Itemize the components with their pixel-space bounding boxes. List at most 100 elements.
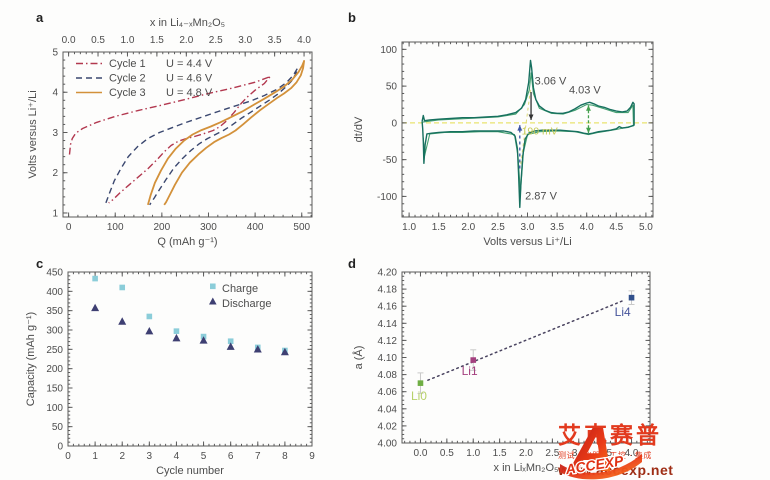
chart-b: 1.0 1.5 2.0 2.5 3.0 3.5 4.0 4.5 5.0 -100 -50 0 50 100… xyxy=(353,41,654,248)
dtdv-trace-light xyxy=(422,72,635,194)
arrow-head xyxy=(586,105,591,111)
arrow-head xyxy=(528,114,534,120)
svg-text:1.0: 1.0 xyxy=(121,35,135,46)
legend-label: Discharge xyxy=(222,298,272,310)
svg-text:2.0: 2.0 xyxy=(519,448,533,459)
svg-text:4.0: 4.0 xyxy=(297,35,311,46)
watermark-company-name: 艾克赛普 xyxy=(558,422,662,448)
svg-text:150: 150 xyxy=(46,384,63,395)
tick-labels: 0.0 0.5 1.0 1.5 2.0 2.5 3.0 3.5 4.0 4.00 4.02 4.04 4… xyxy=(378,268,639,460)
svg-text:0: 0 xyxy=(65,451,71,462)
x-axis-label: Volts versus Li⁺/Li xyxy=(483,236,571,248)
svg-text:2: 2 xyxy=(119,451,125,462)
svg-text:7: 7 xyxy=(255,451,261,462)
axis-ticks xyxy=(402,271,650,444)
x-axis-label: x in LiₓMn₂O₅ xyxy=(494,462,559,474)
svg-text:250: 250 xyxy=(46,345,63,356)
svg-text:5: 5 xyxy=(201,451,207,462)
svg-text:1.5: 1.5 xyxy=(493,448,507,459)
chart-d: 0.0 0.5 1.0 1.5 2.0 2.5 3.0 3.5 4.0 4.00 4.02 4.04 4… xyxy=(352,268,651,474)
panel-b-dtdv-chart: 1.0 1.5 2.0 2.5 3.0 3.5 4.0 4.5 5.0 -100 -50 0 50 100… xyxy=(353,41,654,248)
svg-text:4.5: 4.5 xyxy=(609,222,623,233)
y-axis-label: dt/dV xyxy=(353,116,365,142)
label-2-87-v: 2.87 V xyxy=(525,190,557,202)
svg-text:100: 100 xyxy=(46,403,63,414)
y-axis-label: a (Å) xyxy=(352,346,365,370)
svg-text:400: 400 xyxy=(247,222,264,233)
svg-text:450: 450 xyxy=(46,268,63,279)
svg-text:2.5: 2.5 xyxy=(545,448,559,459)
legend-condition: U = 4.6 V xyxy=(166,73,213,85)
svg-text:0: 0 xyxy=(391,118,397,129)
svg-text:4.0: 4.0 xyxy=(580,222,594,233)
tick-labels: 0 1 2 3 4 5 6 7 8 9 0 50 100 150 200 250 300 350 400 450 xyxy=(46,268,315,463)
svg-text:200: 200 xyxy=(154,222,171,233)
axes-frame xyxy=(62,51,313,218)
svg-text:100: 100 xyxy=(107,222,124,233)
svg-text:300: 300 xyxy=(46,326,63,337)
label-li4: Li4 xyxy=(615,305,631,319)
svg-text:4.20: 4.20 xyxy=(378,268,398,279)
svg-text:2.5: 2.5 xyxy=(491,222,505,233)
cycle-1-curve xyxy=(68,75,272,204)
axes-frame xyxy=(67,271,313,447)
svg-text:3.5: 3.5 xyxy=(268,35,282,46)
peak-separation-guide xyxy=(519,89,531,168)
svg-text:200: 200 xyxy=(46,364,63,375)
legend-label: Cycle 2 xyxy=(109,73,146,85)
label-li1: Li1 xyxy=(462,364,478,378)
svg-text:350: 350 xyxy=(46,306,63,317)
svg-text:8: 8 xyxy=(282,451,288,462)
watermark: A ACCEXP 艾克赛普 测试 · 仪器 · 工控 · 集成 www.acce… xyxy=(558,410,770,480)
tick-labels: 1.0 1.5 2.0 2.5 3.0 3.5 4.0 4.5 5.0 -100 -50 0 50 100 xyxy=(377,45,653,233)
svg-text:4.10: 4.10 xyxy=(378,353,398,364)
label-190-mv: 190 mV xyxy=(522,126,558,138)
svg-text:4: 4 xyxy=(174,451,180,462)
label-li0: Li0 xyxy=(411,389,427,403)
svg-text:0.5: 0.5 xyxy=(91,35,105,46)
svg-text:1.5: 1.5 xyxy=(432,222,446,233)
svg-text:1: 1 xyxy=(92,451,98,462)
y-axis-label: Capacity (mAh g⁻¹) xyxy=(25,312,37,406)
svg-text:3.5: 3.5 xyxy=(550,222,564,233)
tick-labels: 0 100 200 300 400 500 1 2 3 4 5 0.0 0.5 1.0 1.5 2.0 2.5 3… xyxy=(52,35,311,233)
svg-text:400: 400 xyxy=(46,287,63,298)
legend-condition: U = 4.8 V xyxy=(166,87,213,99)
svg-text:4.16: 4.16 xyxy=(378,302,398,313)
cycle-3-curve xyxy=(147,60,305,206)
svg-text:4.04: 4.04 xyxy=(378,404,398,415)
label-4-03-v: 4.03 V xyxy=(569,84,601,96)
arrow-head xyxy=(517,125,523,131)
legend: Cycle 1 U = 4.4 V Cycle 2 U = 4.6 V Cycle 3 U… xyxy=(76,58,213,99)
x-axis-label: Cycle number xyxy=(156,465,224,477)
chart-c: 0 1 2 3 4 5 6 7 8 9 0 50 100 150 200 250 300 350 400 450 Cyc… xyxy=(25,268,315,478)
svg-text:3.0: 3.0 xyxy=(521,222,535,233)
panel-d-lattice-parameter-chart: 0.0 0.5 1.0 1.5 2.0 2.5 3.0 3.5 4.0 4.00 4.02 4.04 4… xyxy=(352,268,651,474)
panel-a-voltage-capacity-chart: 0 100 200 300 400 500 1 2 3 4 5 0.0 0.5 1.0 1.5 2.0 2.5 3… xyxy=(27,17,313,248)
accexp-logo: A ACCEXP xyxy=(560,416,642,480)
svg-text:50: 50 xyxy=(386,82,398,93)
svg-text:1.0: 1.0 xyxy=(402,222,416,233)
legend-swatch xyxy=(209,297,217,305)
svg-text:4.0: 4.0 xyxy=(625,448,639,459)
panel-label-a: a xyxy=(36,10,44,25)
accexp-a-mark: A ACCEXP xyxy=(560,416,642,480)
svg-text:4: 4 xyxy=(52,88,58,99)
svg-text:5.0: 5.0 xyxy=(639,222,653,233)
svg-text:1.5: 1.5 xyxy=(150,35,164,46)
panel-label-c: c xyxy=(36,256,44,271)
svg-text:2.0: 2.0 xyxy=(179,35,193,46)
svg-text:4.18: 4.18 xyxy=(378,285,398,296)
svg-text:0: 0 xyxy=(66,222,72,233)
svg-text:6: 6 xyxy=(228,451,234,462)
svg-text:50: 50 xyxy=(52,422,64,433)
dtdv-trace-main xyxy=(421,59,635,209)
linear-fit-dotted xyxy=(427,300,623,381)
svg-text:1: 1 xyxy=(52,208,58,219)
panel-c-capacity-cycle-chart: 0 1 2 3 4 5 6 7 8 9 0 50 100 150 200 250 300 350 400 450 Cyc… xyxy=(25,268,315,478)
svg-text:3: 3 xyxy=(52,128,58,139)
panel-label-b: b xyxy=(348,10,356,25)
svg-text:100: 100 xyxy=(380,45,397,56)
svg-text:0.0: 0.0 xyxy=(62,35,76,46)
